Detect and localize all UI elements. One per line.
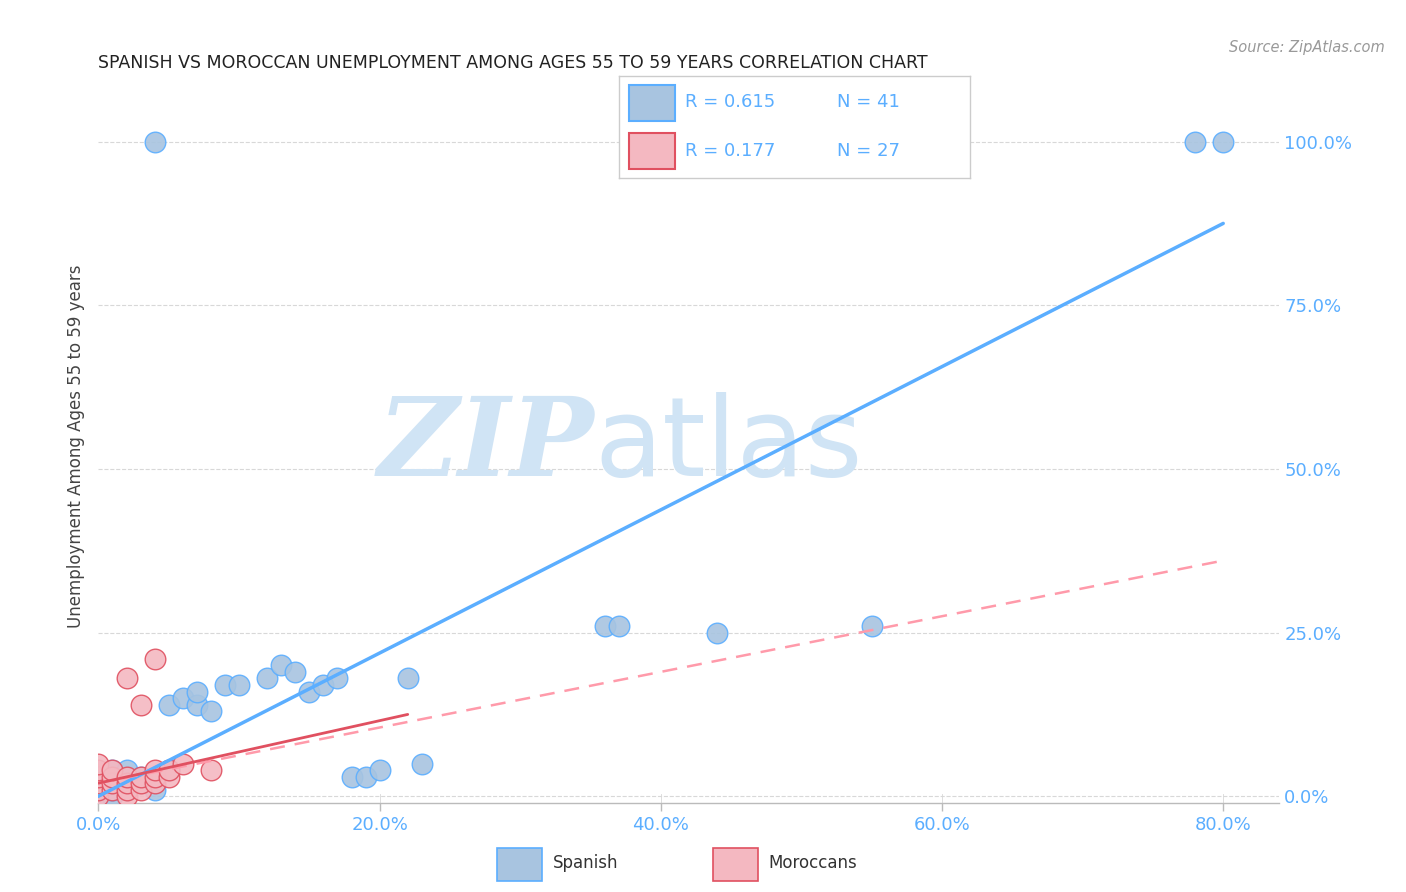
Point — [228, 678, 250, 692]
Point — [101, 770, 124, 784]
Point — [200, 704, 222, 718]
Point — [143, 763, 166, 777]
Point — [129, 782, 152, 797]
Point — [607, 619, 630, 633]
Text: ZIP: ZIP — [378, 392, 595, 500]
Point — [101, 776, 124, 790]
Point — [115, 776, 138, 790]
Point — [101, 789, 124, 804]
Point — [129, 776, 152, 790]
Point — [115, 770, 138, 784]
Point — [129, 698, 152, 712]
Point — [1184, 135, 1206, 149]
Point — [284, 665, 307, 679]
Text: N = 41: N = 41 — [837, 93, 900, 111]
Point — [411, 756, 433, 771]
Point — [101, 763, 124, 777]
Text: SPANISH VS MOROCCAN UNEMPLOYMENT AMONG AGES 55 TO 59 YEARS CORRELATION CHART: SPANISH VS MOROCCAN UNEMPLOYMENT AMONG A… — [98, 54, 928, 72]
Point — [87, 782, 110, 797]
Text: Moroccans: Moroccans — [769, 854, 858, 872]
Point — [354, 770, 377, 784]
Point — [87, 756, 110, 771]
Y-axis label: Unemployment Among Ages 55 to 59 years: Unemployment Among Ages 55 to 59 years — [67, 264, 86, 628]
Point — [115, 789, 138, 804]
Point — [157, 763, 180, 777]
Point — [115, 763, 138, 777]
Point — [172, 691, 194, 706]
Point — [706, 625, 728, 640]
Point — [115, 672, 138, 686]
Point — [157, 698, 180, 712]
Point — [396, 672, 419, 686]
Point — [214, 678, 236, 692]
Point — [298, 684, 321, 698]
Point — [326, 672, 349, 686]
Point — [101, 782, 124, 797]
Point — [157, 763, 180, 777]
Point — [200, 763, 222, 777]
Point — [87, 782, 110, 797]
Text: R = 0.177: R = 0.177 — [686, 142, 776, 161]
FancyBboxPatch shape — [713, 847, 758, 880]
Text: atlas: atlas — [595, 392, 863, 500]
Point — [87, 776, 110, 790]
Point — [172, 756, 194, 771]
Point — [87, 776, 110, 790]
Point — [129, 776, 152, 790]
Point — [157, 770, 180, 784]
Text: R = 0.615: R = 0.615 — [686, 93, 776, 111]
Point — [186, 684, 208, 698]
Point — [129, 770, 152, 784]
Point — [101, 776, 124, 790]
Point — [129, 770, 152, 784]
Point — [87, 789, 110, 804]
Point — [143, 770, 166, 784]
Text: N = 27: N = 27 — [837, 142, 900, 161]
Point — [101, 782, 124, 797]
FancyBboxPatch shape — [630, 85, 675, 121]
FancyBboxPatch shape — [630, 133, 675, 169]
Point — [143, 652, 166, 666]
Point — [87, 789, 110, 804]
Point — [1212, 135, 1234, 149]
Point — [143, 776, 166, 790]
Point — [115, 782, 138, 797]
FancyBboxPatch shape — [496, 847, 541, 880]
Point — [101, 763, 124, 777]
Text: Spanish: Spanish — [553, 854, 619, 872]
Point — [87, 782, 110, 797]
Point — [143, 135, 166, 149]
Point — [87, 763, 110, 777]
Point — [593, 619, 616, 633]
Point — [115, 782, 138, 797]
Text: Source: ZipAtlas.com: Source: ZipAtlas.com — [1229, 40, 1385, 55]
Point — [368, 763, 391, 777]
Point — [312, 678, 335, 692]
Point — [186, 698, 208, 712]
Point — [101, 770, 124, 784]
Point — [115, 776, 138, 790]
Point — [87, 770, 110, 784]
Point — [270, 658, 292, 673]
Point — [860, 619, 883, 633]
Point — [340, 770, 363, 784]
Point — [256, 672, 278, 686]
Point — [143, 782, 166, 797]
